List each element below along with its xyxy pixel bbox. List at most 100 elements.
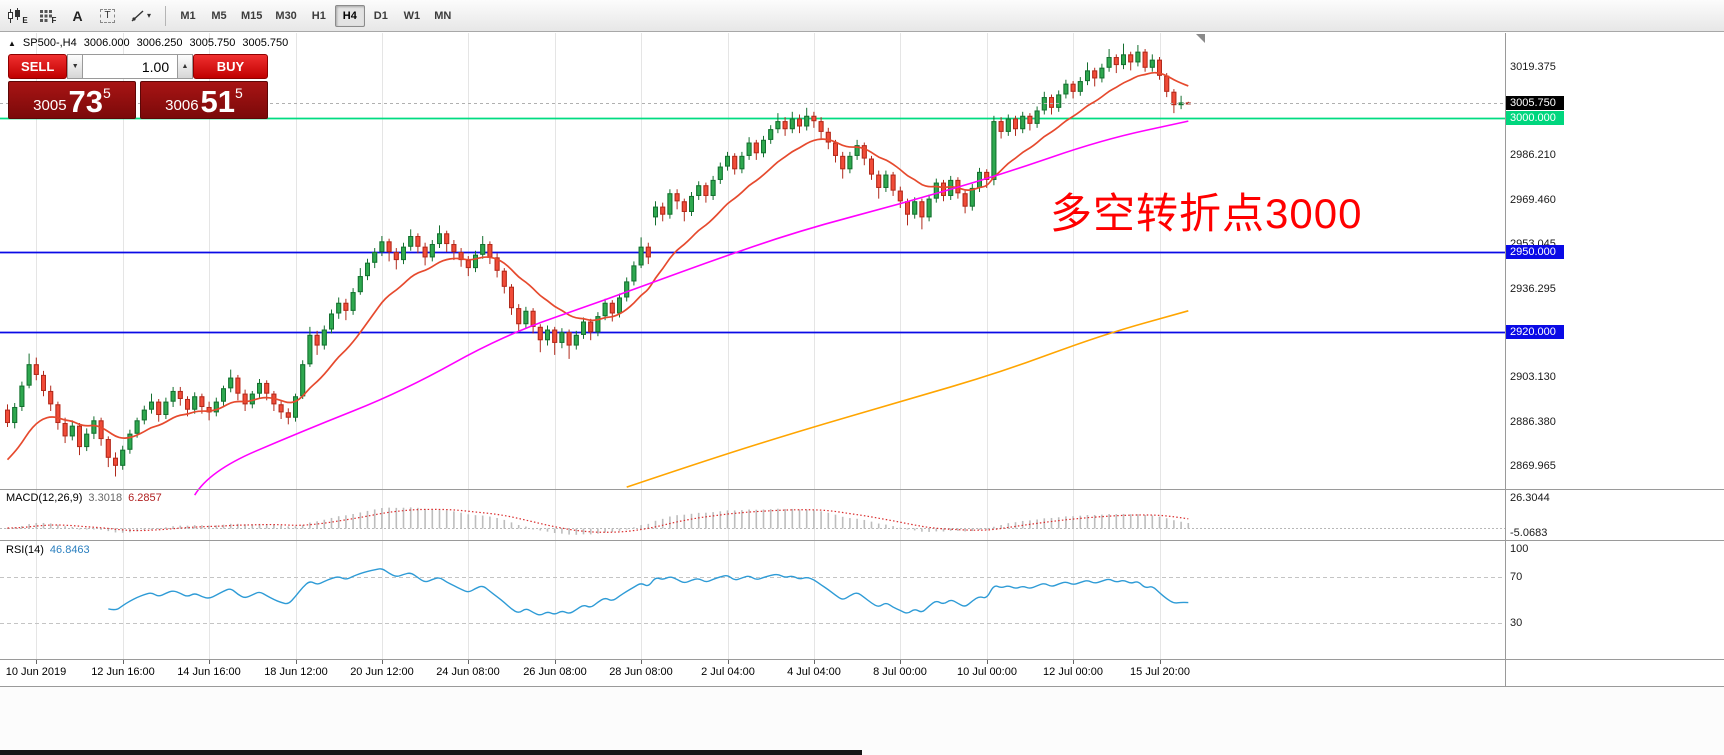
chart-text-annotation: 多空转折点3000 bbox=[1050, 190, 1363, 237]
timeframe-d1-button[interactable]: D1 bbox=[366, 5, 396, 27]
volume-increase-button[interactable]: ▲ bbox=[177, 54, 193, 79]
rsi-pane-label: RSI(14) 46.8463 bbox=[6, 544, 90, 556]
buy-button[interactable]: BUY bbox=[192, 54, 269, 79]
rsi-axis-30: 30 bbox=[1510, 617, 1523, 629]
time-axis-tickmark bbox=[1073, 660, 1074, 664]
timeframe-mn-button[interactable]: MN bbox=[428, 5, 458, 27]
time-axis-border bbox=[0, 659, 1724, 660]
timeframe-m1-button[interactable]: M1 bbox=[173, 5, 203, 27]
price-tag: 3005.750 bbox=[1506, 96, 1564, 110]
price-tag: 2950.000 bbox=[1506, 245, 1564, 259]
chart-canvas[interactable] bbox=[0, 33, 1505, 660]
volume-decrease-button[interactable]: ▼ bbox=[67, 54, 84, 79]
pane-separator-macd-rsi[interactable] bbox=[0, 540, 1724, 541]
text-tool-button[interactable]: T bbox=[94, 4, 121, 28]
time-axis-tickmark bbox=[382, 660, 383, 664]
pane-separator-main-macd[interactable] bbox=[0, 489, 1724, 490]
bid-big-digits: 73 bbox=[68, 83, 104, 119]
time-axis-label: 26 Jun 08:00 bbox=[523, 666, 587, 678]
rsi-axis-70: 70 bbox=[1510, 571, 1523, 583]
label-tool-button[interactable]: A bbox=[64, 4, 91, 28]
ohlc-low: 3005.750 bbox=[189, 37, 236, 49]
time-axis-label: 4 Jul 04:00 bbox=[787, 666, 841, 678]
timeframe-h4-button[interactable]: H4 bbox=[334, 4, 365, 27]
text-t-icon: T bbox=[100, 8, 115, 23]
time-axis-tickmark bbox=[987, 660, 988, 664]
time-axis-tickmark bbox=[900, 660, 901, 664]
indicator-grid-icon-button[interactable]: F bbox=[34, 4, 61, 28]
price-axis-border bbox=[1505, 33, 1506, 686]
chevron-down-icon: ▾ bbox=[146, 11, 151, 20]
quote-panels-row: 3005 73 5 3006 51 5 bbox=[8, 81, 268, 119]
collapse-triangle-icon[interactable]: ▲ bbox=[8, 38, 16, 48]
time-axis-label: 15 Jul 20:00 bbox=[1130, 666, 1190, 678]
order-controls-row: SELL ▼ ▲ BUY bbox=[8, 54, 269, 79]
volume-input[interactable] bbox=[83, 54, 178, 79]
price-axis-tick: 2969.460 bbox=[1510, 194, 1556, 206]
chart-template-icon-button[interactable]: E bbox=[4, 4, 31, 28]
time-axis-tickmark bbox=[1160, 660, 1161, 664]
time-axis-label: 10 Jun 2019 bbox=[5, 666, 67, 678]
symbol-period-label: SP500-,H4 bbox=[22, 37, 77, 49]
time-axis-tickmark bbox=[123, 660, 124, 664]
time-axis-tickmark bbox=[209, 660, 210, 664]
price-tag: 3000.000 bbox=[1506, 111, 1564, 125]
rsi-value: 46.8463 bbox=[49, 544, 90, 556]
macd-main-value: 3.3018 bbox=[88, 492, 123, 504]
ask-price-panel: 3006 51 5 bbox=[140, 81, 268, 119]
ask-big-digits: 51 bbox=[200, 83, 236, 119]
indicator-grid-icon-sub: F bbox=[51, 15, 57, 25]
time-axis-label: 18 Jun 12:00 bbox=[264, 666, 328, 678]
macd-pane-label: MACD(12,26,9) 3.3018 6.2857 bbox=[6, 492, 162, 504]
time-axis-label: 20 Jun 12:00 bbox=[350, 666, 414, 678]
time-axis-tickmark bbox=[641, 660, 642, 664]
timeframe-h1-button[interactable]: H1 bbox=[304, 5, 334, 27]
footer-area bbox=[0, 687, 1724, 755]
chart-template-icon-sub: E bbox=[22, 15, 28, 25]
price-axis-tick: 2869.965 bbox=[1510, 460, 1556, 472]
time-axis-tickmark bbox=[728, 660, 729, 664]
toolbar: E F A T ▾ M1 M5 M bbox=[0, 0, 1724, 32]
timeframe-m5-button[interactable]: M5 bbox=[204, 5, 234, 27]
macd-axis-max: 26.3044 bbox=[1510, 492, 1550, 504]
rsi-name: RSI(14) bbox=[6, 544, 44, 556]
time-axis-tickmark bbox=[814, 660, 815, 664]
timeframe-m15-button[interactable]: M15 bbox=[235, 5, 268, 27]
time-axis-label: 24 Jun 08:00 bbox=[436, 666, 500, 678]
one-click-trading-widget: SELL ▼ ▲ BUY 3005 73 5 3006 51 5 bbox=[8, 54, 269, 119]
time-axis-label: 2 Jul 04:00 bbox=[701, 666, 755, 678]
sell-button[interactable]: SELL bbox=[8, 54, 68, 79]
price-axis-tick: 2886.380 bbox=[1510, 416, 1556, 428]
ask-pip-digit: 5 bbox=[235, 85, 243, 101]
candlestick-chart-icon bbox=[8, 7, 21, 23]
bid-pip-digit: 5 bbox=[103, 85, 111, 101]
line-tool-button[interactable]: ▾ bbox=[124, 4, 158, 28]
bid-price-panel: 3005 73 5 bbox=[8, 81, 136, 119]
price-axis-tick: 3019.375 bbox=[1510, 61, 1556, 73]
chart-header: ▲ SP500-,H4 3006.000 3006.250 3005.750 3… bbox=[8, 37, 288, 49]
trendline-icon bbox=[131, 9, 144, 22]
price-axis-tick: 2936.295 bbox=[1510, 283, 1556, 295]
timeframe-m30-button[interactable]: M30 bbox=[269, 5, 302, 27]
macd-signal-value: 6.2857 bbox=[128, 492, 162, 504]
price-axis-tick: 2986.210 bbox=[1510, 149, 1556, 161]
time-axis-tickmark bbox=[555, 660, 556, 664]
chart-bottom-border bbox=[0, 686, 1724, 687]
time-axis-label: 12 Jul 00:00 bbox=[1043, 666, 1103, 678]
ask-prefix: 3006 bbox=[165, 97, 199, 114]
macd-axis-min: -5.0683 bbox=[1510, 527, 1548, 539]
time-axis-label: 8 Jul 00:00 bbox=[873, 666, 927, 678]
ohlc-open: 3006.000 bbox=[83, 37, 130, 49]
time-axis-tickmark bbox=[468, 660, 469, 664]
price-axis-tick: 2903.130 bbox=[1510, 371, 1556, 383]
taskbar-edge bbox=[0, 750, 862, 755]
ohlc-high: 3006.250 bbox=[136, 37, 183, 49]
time-axis-label: 12 Jun 16:00 bbox=[91, 666, 155, 678]
time-axis-tickmark bbox=[36, 660, 37, 664]
timeframe-w1-button[interactable]: W1 bbox=[397, 5, 427, 27]
time-axis-tickmark bbox=[296, 660, 297, 664]
chart-shift-icon bbox=[1196, 34, 1205, 43]
grid-icon bbox=[39, 9, 52, 22]
time-axis-label: 14 Jun 16:00 bbox=[177, 666, 241, 678]
